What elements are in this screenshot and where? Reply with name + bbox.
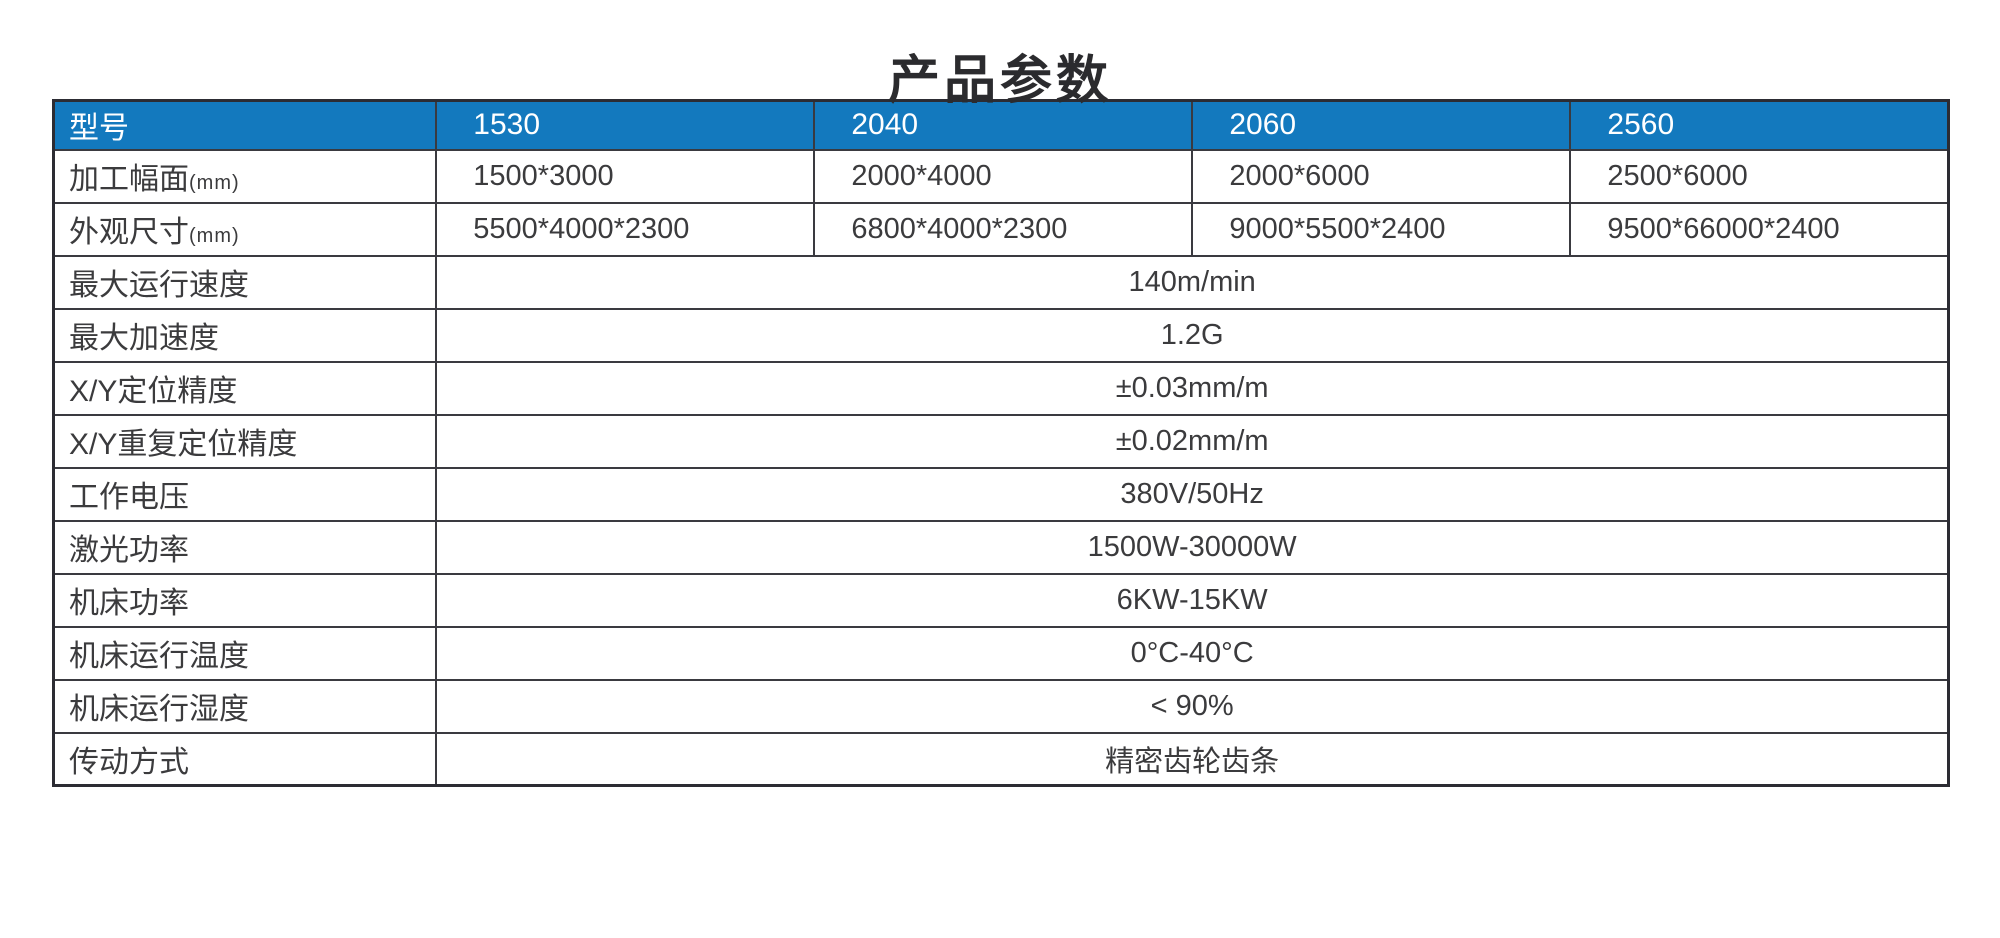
row-label: 工作电压 (52, 466, 438, 522)
cell-value-merged: 140m/min (435, 254, 1950, 310)
row-label: 机床运行温度 (52, 625, 438, 681)
row-label: 外观尺寸(mm) (52, 201, 438, 257)
row-label: 传动方式 (52, 731, 438, 787)
row-label-text: 加工幅面 (69, 163, 189, 196)
row-label: 激光功率 (52, 519, 438, 575)
page-title: 产品参数 (887, 52, 1112, 110)
cell-value-merged: ±0.03mm/m (435, 360, 1950, 416)
table-row-laser-power: 激光功率 1500W-30000W (52, 519, 1950, 575)
header-model-2560: 2560 (1569, 99, 1950, 151)
table-row-working-voltage: 工作电压 380V/50Hz (52, 466, 1950, 522)
cell-value: 2000*6000 (1191, 148, 1572, 204)
header-model-1530: 1530 (435, 99, 816, 151)
cell-value-merged: < 90% (435, 678, 1950, 734)
table-header-row: 型号 1530 2040 2060 2560 (52, 99, 1950, 151)
header-model-2060: 2060 (1191, 99, 1572, 151)
cell-value-merged: ±0.02mm/m (435, 413, 1950, 469)
table-row-machine-power: 机床功率 6KW-15KW (52, 572, 1950, 628)
row-label-unit: (mm) (189, 225, 240, 247)
cell-value-merged: 1500W-30000W (435, 519, 1950, 575)
cell-value: 6800*4000*2300 (813, 201, 1194, 257)
table-row-positioning-accuracy: X/Y定位精度 ±0.03mm/m (52, 360, 1950, 416)
row-label: X/Y定位精度 (52, 360, 438, 416)
header-model-2040: 2040 (813, 99, 1194, 151)
cell-value: 1500*3000 (435, 148, 816, 204)
parameters-table: 型号 1530 2040 2060 2560 加工幅面(mm) 1500*300… (52, 99, 1950, 787)
cell-value: 9500*66000*2400 (1569, 201, 1950, 257)
cell-value-merged: 0°C-40°C (435, 625, 1950, 681)
table-row-working-area: 加工幅面(mm) 1500*3000 2000*4000 2000*6000 2… (52, 148, 1950, 204)
table-row-overall-dimensions: 外观尺寸(mm) 5500*4000*2300 6800*4000*2300 9… (52, 201, 1950, 257)
table-row-transmission-mode: 传动方式 精密齿轮齿条 (52, 731, 1950, 787)
table-row-max-acceleration: 最大加速度 1.2G (52, 307, 1950, 363)
cell-value-merged: 6KW-15KW (435, 572, 1950, 628)
table-row-repeat-positioning-accuracy: X/Y重复定位精度 ±0.02mm/m (52, 413, 1950, 469)
cell-value-merged: 380V/50Hz (435, 466, 1950, 522)
table-row-operating-temperature: 机床运行温度 0°C-40°C (52, 625, 1950, 681)
cell-value: 9000*5500*2400 (1191, 201, 1572, 257)
cell-value-merged: 1.2G (435, 307, 1950, 363)
row-label: 机床功率 (52, 572, 438, 628)
row-label: 最大运行速度 (52, 254, 438, 310)
cell-value: 2000*4000 (813, 148, 1194, 204)
row-label: 机床运行湿度 (52, 678, 438, 734)
row-label: X/Y重复定位精度 (52, 413, 438, 469)
row-label: 加工幅面(mm) (52, 148, 438, 204)
table-row-max-speed: 最大运行速度 140m/min (52, 254, 1950, 310)
cell-value: 2500*6000 (1569, 148, 1950, 204)
cell-value-merged: 精密齿轮齿条 (435, 731, 1950, 787)
row-label-text: 外观尺寸 (69, 216, 189, 249)
cell-value: 5500*4000*2300 (435, 201, 816, 257)
header-model-label: 型号 (52, 99, 438, 151)
row-label: 最大加速度 (52, 307, 438, 363)
table-row-operating-humidity: 机床运行湿度 < 90% (52, 678, 1950, 734)
row-label-unit: (mm) (189, 172, 240, 194)
